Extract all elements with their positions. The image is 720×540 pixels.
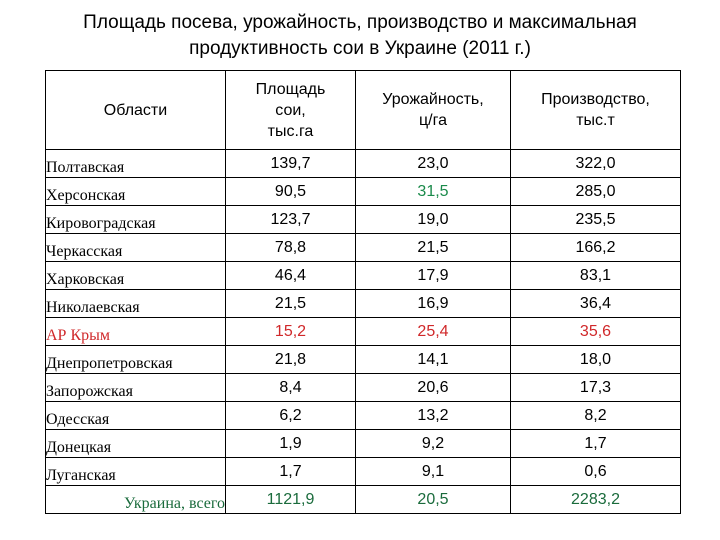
region-cell: Донецкая xyxy=(45,429,226,458)
area-cell: 15,2 xyxy=(225,317,356,346)
area-cell: 139,7 xyxy=(225,149,356,178)
yield-cell: 31,5 xyxy=(355,177,511,206)
region-cell: Одесская xyxy=(45,401,226,430)
total-production-cell: 2283,2 xyxy=(510,485,681,514)
table-row: Харковская 46,4 17,9 83,1 xyxy=(45,261,681,290)
page-title: Площадь посева, урожайность, производств… xyxy=(0,10,720,62)
header-row: Области Площадь сои, тыс.га Урожайность,… xyxy=(45,70,681,150)
soy-table: Области Площадь сои, тыс.га Урожайность,… xyxy=(45,70,681,514)
yield-cell: 23,0 xyxy=(355,149,511,178)
area-cell: 6,2 xyxy=(225,401,356,430)
region-cell: Кировоградская xyxy=(45,205,226,234)
production-cell: 0,6 xyxy=(510,457,681,486)
title-line-2: продуктивность сои в Украине (2011 г.) xyxy=(189,38,531,59)
production-cell: 35,6 xyxy=(510,317,681,346)
production-cell: 17,3 xyxy=(510,373,681,402)
header-production-line: Производство, xyxy=(541,91,650,108)
yield-cell: 19,0 xyxy=(355,205,511,234)
production-cell: 285,0 xyxy=(510,177,681,206)
table-row: Николаевская 21,5 16,9 36,4 xyxy=(45,289,681,318)
region-cell: Николаевская xyxy=(45,289,226,318)
table-row: Черкасская 78,8 21,5 166,2 xyxy=(45,233,681,262)
header-area-line: сои, xyxy=(275,101,306,119)
total-label: Украина, всего xyxy=(45,485,226,514)
header-yield: Урожайность, ц/га xyxy=(355,70,511,150)
header-area: Площадь сои, тыс.га xyxy=(225,70,356,150)
production-cell: 322,0 xyxy=(510,149,681,178)
region-cell: Харковская xyxy=(45,261,226,290)
title-line-1: Площадь посева, урожайность, производств… xyxy=(83,12,637,33)
area-cell: 8,4 xyxy=(225,373,356,402)
production-cell: 36,4 xyxy=(510,289,681,318)
production-cell: 83,1 xyxy=(510,261,681,290)
yield-cell: 20,6 xyxy=(355,373,511,402)
production-cell: 18,0 xyxy=(510,345,681,374)
table-row: Херсонская 90,5 31,5 285,0 xyxy=(45,177,681,206)
header-production-line: тыс.т xyxy=(576,112,615,129)
yield-cell: 9,2 xyxy=(355,429,511,458)
region-cell: Луганская xyxy=(45,457,226,486)
area-cell: 78,8 xyxy=(225,233,356,262)
production-cell: 166,2 xyxy=(510,233,681,262)
total-yield-cell: 20,5 xyxy=(355,485,511,514)
area-cell: 21,5 xyxy=(225,289,356,318)
table-row: Днепропетровская 21,8 14,1 18,0 xyxy=(45,345,681,374)
header-yield-line: Урожайность, xyxy=(382,91,484,108)
yield-cell: 16,9 xyxy=(355,289,511,318)
region-cell: Полтавская xyxy=(45,149,226,178)
table-row: Кировоградская 123,7 19,0 235,5 xyxy=(45,205,681,234)
yield-cell: 17,9 xyxy=(355,261,511,290)
production-cell: 1,7 xyxy=(510,429,681,458)
area-cell: 90,5 xyxy=(225,177,356,206)
area-cell: 21,8 xyxy=(225,345,356,374)
yield-cell: 9,1 xyxy=(355,457,511,486)
region-cell: АР Крым xyxy=(45,317,226,346)
area-cell: 1,9 xyxy=(225,429,356,458)
region-cell: Днепропетровская xyxy=(45,345,226,374)
total-row: Украина, всего 1121,9 20,5 2283,2 xyxy=(45,485,681,514)
production-cell: 235,5 xyxy=(510,205,681,234)
table-row: Полтавская 139,7 23,0 322,0 xyxy=(45,149,681,178)
header-area-line: тыс.га xyxy=(267,122,314,140)
region-cell: Запорожская xyxy=(45,373,226,402)
region-cell: Херсонская xyxy=(45,177,226,206)
table-row: АР Крым 15,2 25,4 35,6 xyxy=(45,317,681,346)
table-row: Луганская 1,7 9,1 0,6 xyxy=(45,457,681,486)
header-area-line: Площадь xyxy=(255,80,326,98)
yield-cell: 13,2 xyxy=(355,401,511,430)
area-cell: 46,4 xyxy=(225,261,356,290)
region-cell: Черкасская xyxy=(45,233,226,262)
area-cell: 123,7 xyxy=(225,205,356,234)
header-production: Производство, тыс.т xyxy=(510,70,681,150)
production-cell: 8,2 xyxy=(510,401,681,430)
table-row: Одесская 6,2 13,2 8,2 xyxy=(45,401,681,430)
header-yield-line: ц/га xyxy=(419,112,447,129)
table-row: Донецкая 1,9 9,2 1,7 xyxy=(45,429,681,458)
total-area-cell: 1121,9 xyxy=(225,485,356,514)
table-row: Запорожская 8,4 20,6 17,3 xyxy=(45,373,681,402)
yield-cell: 25,4 xyxy=(355,317,511,346)
yield-cell: 14,1 xyxy=(355,345,511,374)
header-region: Области xyxy=(45,70,226,150)
area-cell: 1,7 xyxy=(225,457,356,486)
yield-cell: 21,5 xyxy=(355,233,511,262)
